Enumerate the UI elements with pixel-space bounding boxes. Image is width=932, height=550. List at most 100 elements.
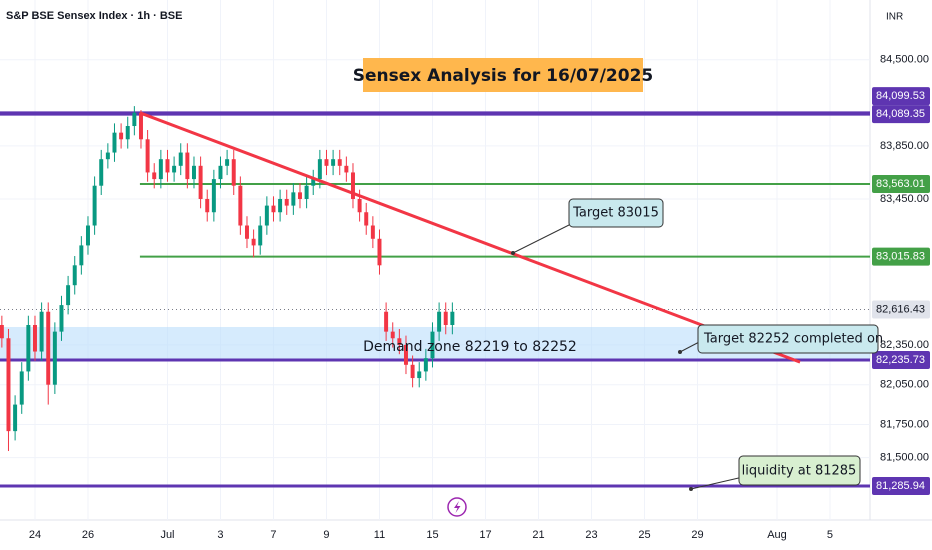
candle-body bbox=[437, 311, 442, 332]
candle-body bbox=[278, 198, 283, 213]
x-tick-label: 11 bbox=[374, 529, 385, 541]
y-tick-label: 81,750.00 bbox=[880, 418, 929, 430]
candle-body bbox=[284, 198, 289, 206]
symbol-header[interactable]: S&P BSE Sensex Index · 1h · BSE bbox=[6, 10, 182, 22]
candle-body bbox=[324, 159, 329, 166]
candle-body bbox=[178, 152, 183, 166]
candle-body bbox=[92, 185, 97, 226]
candle-body bbox=[377, 238, 382, 266]
candle-body bbox=[59, 305, 64, 332]
pointer-dot bbox=[511, 251, 515, 255]
candle-body bbox=[443, 311, 448, 325]
candle-body bbox=[264, 205, 269, 226]
candle-body bbox=[112, 132, 117, 153]
x-tick-label: 17 bbox=[479, 529, 491, 541]
candle-body bbox=[105, 152, 110, 160]
x-tick-label: 3 bbox=[217, 529, 223, 541]
candle-body bbox=[85, 225, 90, 246]
candle-body bbox=[384, 311, 389, 332]
x-tick-label: Aug bbox=[767, 529, 787, 541]
candle-body bbox=[125, 126, 130, 140]
candle-body bbox=[317, 159, 322, 180]
price-label-box bbox=[872, 247, 930, 266]
candle-body bbox=[172, 165, 177, 173]
x-tick-label: 21 bbox=[532, 529, 544, 541]
x-tick-label: 23 bbox=[585, 529, 597, 541]
y-tick-label: 84,500.00 bbox=[880, 54, 929, 66]
candle-body bbox=[205, 198, 210, 213]
x-tick-label: 7 bbox=[270, 529, 276, 541]
candle-body bbox=[423, 358, 428, 372]
candle-body bbox=[225, 159, 230, 166]
candle-body bbox=[430, 331, 435, 359]
candle-body bbox=[32, 325, 37, 352]
candle-body bbox=[397, 338, 402, 345]
candle-body bbox=[0, 325, 4, 339]
candle-body bbox=[72, 265, 77, 286]
candle-body bbox=[311, 179, 316, 186]
price-label-box bbox=[872, 351, 930, 370]
candle-body bbox=[132, 112, 137, 127]
candle-body bbox=[344, 165, 349, 173]
candle-body bbox=[19, 371, 24, 405]
x-tick-label: 29 bbox=[691, 529, 703, 541]
candle-body bbox=[271, 205, 276, 213]
candle-body bbox=[99, 159, 104, 186]
candle-body bbox=[403, 344, 408, 365]
price-label-box bbox=[872, 174, 930, 193]
candle-body bbox=[198, 165, 203, 199]
candle-body bbox=[244, 225, 249, 239]
candle-body bbox=[450, 311, 455, 325]
candle-body bbox=[238, 185, 243, 226]
price-label: 83,015.83 bbox=[876, 250, 925, 262]
candle-body bbox=[165, 159, 170, 173]
candle-body bbox=[13, 404, 18, 432]
currency[interactable]: INR bbox=[886, 12, 903, 23]
price-label: 82,235.73 bbox=[876, 354, 925, 366]
candle-body bbox=[6, 338, 11, 432]
pointer bbox=[512, 221, 576, 254]
x-tick-label: 24 bbox=[29, 529, 41, 541]
price-label-box bbox=[872, 300, 930, 319]
annotation: Target 83015 bbox=[572, 206, 659, 221]
lightning bbox=[454, 501, 461, 513]
candle-body bbox=[26, 325, 31, 372]
annotation: liquidity at 81285 bbox=[742, 464, 857, 479]
annotation-box bbox=[738, 455, 861, 486]
candle-body bbox=[79, 245, 84, 266]
candle-body bbox=[138, 112, 143, 140]
x-tick-label: Jul bbox=[160, 529, 174, 541]
candle-body bbox=[145, 139, 150, 173]
price-label: 83,563.01 bbox=[876, 178, 925, 190]
pointer-dot bbox=[689, 487, 693, 491]
price-label: 81,285.94 bbox=[876, 480, 925, 492]
price-label: 84,089.35 bbox=[876, 108, 925, 120]
candle-body bbox=[417, 371, 422, 379]
price-label-box bbox=[872, 477, 930, 496]
candle-body bbox=[191, 165, 196, 180]
annotation-box bbox=[568, 198, 664, 228]
chart-title: Sensex Analysis for 16/07/2025 bbox=[353, 66, 653, 86]
candle-body bbox=[52, 331, 57, 385]
demand-zone-label: Demand zone 82219 to 82252 bbox=[363, 339, 577, 355]
price-label: 82,616.43 bbox=[876, 303, 925, 315]
annotation: Target 82252 completed on bbox=[703, 332, 883, 347]
y-tick-label: 83,850.00 bbox=[880, 140, 929, 152]
candle-body bbox=[158, 159, 163, 180]
candle-body bbox=[291, 192, 296, 206]
price-label-box bbox=[872, 105, 930, 124]
y-tick-label: 82,350.00 bbox=[880, 339, 929, 351]
y-tick-label: 82,050.00 bbox=[880, 379, 929, 391]
x-tick-label: 15 bbox=[426, 529, 438, 541]
candle-body bbox=[350, 172, 355, 199]
candle-body bbox=[364, 212, 369, 226]
y-tick-label: 81,500.00 bbox=[880, 452, 929, 464]
candle-body bbox=[231, 159, 236, 186]
pointer-dot bbox=[678, 350, 682, 354]
candle-body bbox=[185, 152, 190, 180]
x-tick-label: 9 bbox=[323, 529, 329, 541]
pointer bbox=[690, 476, 744, 490]
candle-body bbox=[46, 311, 51, 385]
